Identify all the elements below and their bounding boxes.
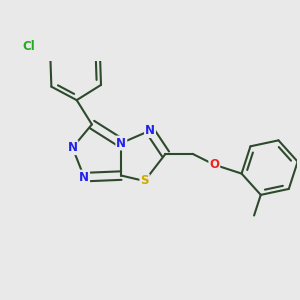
Text: N: N: [145, 124, 155, 137]
Text: Cl: Cl: [22, 40, 35, 53]
Text: N: N: [79, 171, 89, 184]
Text: N: N: [68, 141, 77, 154]
Text: N: N: [116, 136, 126, 149]
Text: O: O: [209, 158, 219, 171]
Text: S: S: [140, 175, 149, 188]
